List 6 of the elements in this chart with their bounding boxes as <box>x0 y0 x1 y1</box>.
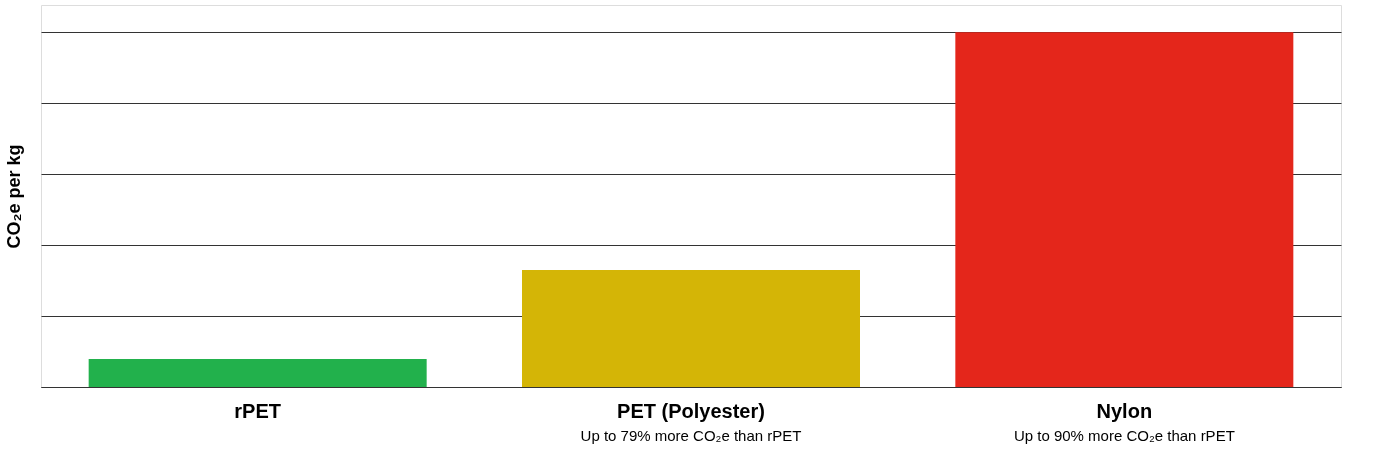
text: Up to 90% more CO₂e than rPET <box>1013 427 1235 444</box>
y-axis-title: CO₂e per kg <box>3 144 24 249</box>
text: Up to 79% more CO₂e than rPET <box>580 427 802 444</box>
x-tick-label: rPET <box>234 399 282 422</box>
x-tick-label: PET (Polyester) <box>617 399 765 422</box>
x-tick-label: Nylon <box>1096 399 1153 422</box>
